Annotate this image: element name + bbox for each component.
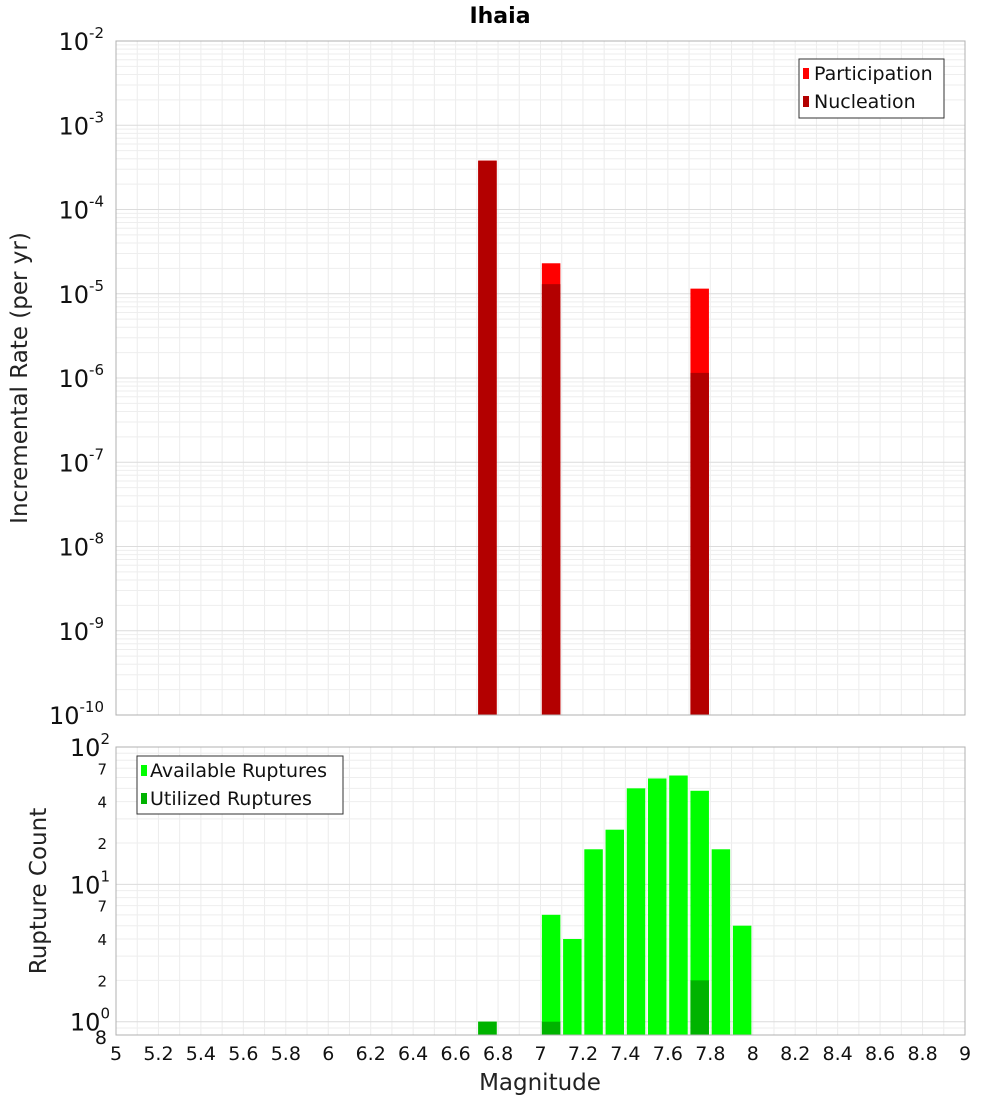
bottom-y-axis-label: Rupture Count <box>26 808 52 974</box>
top-legend: Participation Nucleation <box>798 58 945 119</box>
top-y-tick-label: 10-9 <box>58 614 104 646</box>
x-tick-label: 5 <box>110 1043 122 1065</box>
x-tick-label: 7.8 <box>695 1043 725 1065</box>
bar-available-ruptures <box>584 849 603 1035</box>
x-tick-label: 7.6 <box>653 1043 683 1065</box>
bar-available-ruptures <box>690 790 709 1035</box>
bottom-y-minor-tick-label: 7 <box>97 760 107 778</box>
legend-swatch-available-ruptures <box>141 765 147 776</box>
top-y-tick-exponent: -7 <box>89 445 104 463</box>
bottom-legend: Available Ruptures Utilized Ruptures <box>136 755 344 815</box>
x-tick-label: 8.2 <box>780 1043 810 1065</box>
top-y-tick-exponent: -9 <box>89 614 104 632</box>
legend-swatch-participation <box>803 68 809 79</box>
bottom-y-tick-exponent: 2 <box>100 730 110 748</box>
bar-available-ruptures <box>541 914 561 1035</box>
bottom-legend-box <box>136 755 344 815</box>
bar-available-ruptures <box>647 778 667 1035</box>
bar-available-ruptures <box>711 849 731 1035</box>
x-tick-label: 5.6 <box>228 1043 258 1065</box>
legend-label-available-ruptures: Available Ruptures <box>150 760 327 782</box>
bar-available-ruptures <box>605 829 625 1035</box>
legend-swatch-nucleation <box>803 96 809 107</box>
x-tick-label: 6.6 <box>440 1043 470 1065</box>
bar-available-ruptures <box>626 788 646 1035</box>
top-y-tick-label: 10-8 <box>58 530 104 562</box>
top-y-tick-label: 10-4 <box>58 193 104 225</box>
x-tick-label: 5.2 <box>143 1043 173 1065</box>
top-y-tick-exponent: -6 <box>89 361 104 379</box>
top-y-tick-label: 10-7 <box>58 445 104 477</box>
bottom-y-minor-tick-label: 7 <box>97 898 107 916</box>
legend-swatch-utilized-ruptures <box>141 793 147 804</box>
x-tick-label: 6.8 <box>483 1043 513 1065</box>
bottom-y-minor-tick-label: 4 <box>97 931 107 949</box>
x-tick-label: 6.2 <box>356 1043 386 1065</box>
top-y-tick-label: 10-5 <box>58 277 104 309</box>
x-tick-label: 8.6 <box>865 1043 895 1065</box>
bottom-y-minor-tick-label: 4 <box>97 794 107 812</box>
x-tick-label: 8.8 <box>907 1043 937 1065</box>
top-y-tick-exponent: -10 <box>80 698 105 716</box>
legend-label-nucleation: Nucleation <box>814 91 916 113</box>
top-plot-frame <box>115 40 966 716</box>
x-tick-label: 8 <box>747 1043 759 1065</box>
legend-label-participation: Participation <box>814 63 933 85</box>
x-tick-label: 8.4 <box>823 1043 853 1065</box>
x-tick-label: 5.8 <box>271 1043 301 1065</box>
top-plot-gridlines <box>115 41 966 716</box>
x-tick-label: 7.4 <box>610 1043 640 1065</box>
x-tick-label: 6 <box>322 1043 334 1065</box>
top-legend-box <box>798 58 945 119</box>
bar-available-ruptures <box>563 939 582 1035</box>
bottom-y-tick-exponent: 0 <box>100 1005 110 1023</box>
top-y-tick-labels: 10-10 10-9 10-8 10-7 10-6 10-5 10-4 10-3 10-2 <box>49 24 104 730</box>
top-y-tick-exponent: -4 <box>89 193 104 211</box>
top-y-tick-label: 10-2 <box>58 24 104 56</box>
x-tick-label: 6.4 <box>398 1043 428 1065</box>
chart-title: Ihaia <box>469 4 530 29</box>
legend-label-utilized-ruptures: Utilized Ruptures <box>150 788 312 810</box>
top-y-tick-exponent: -8 <box>89 530 104 548</box>
bar-available-ruptures <box>732 925 752 1035</box>
top-y-tick-exponent: -3 <box>89 108 104 126</box>
x-tick-label: 5.4 <box>186 1043 216 1065</box>
x-axis-label: Magnitude <box>479 1070 601 1096</box>
x-tick-label: 7 <box>534 1043 546 1065</box>
bottom-plot-bars <box>478 775 752 1035</box>
top-y-tick-exponent: -2 <box>89 24 104 42</box>
bottom-plot-frame <box>115 746 966 1036</box>
bar-utilized-ruptures <box>478 1021 497 1035</box>
bar-nucleation <box>541 284 561 715</box>
x-tick-label: 7.2 <box>568 1043 598 1065</box>
top-y-axis-label: Incremental Rate (per yr) <box>7 232 33 524</box>
bottom-y-tick-exponent: 1 <box>100 867 110 885</box>
bar-utilized-ruptures <box>541 1021 561 1035</box>
top-y-tick-label: 10-6 <box>58 361 104 393</box>
bottom-y-major-tick-label: 102 <box>70 730 110 762</box>
x-tick-labels: 5 5.2 5.4 5.6 5.8 6 6.2 6.4 6.6 6.8 7 7.2 7.4 7.6 7.8 8… <box>110 1043 971 1065</box>
bottom-y-major-tick-label: 101 <box>70 867 110 899</box>
x-tick-label: 9 <box>959 1043 971 1065</box>
bar-nucleation <box>690 372 709 715</box>
bottom-y-minor-tick-label: 2 <box>97 835 107 853</box>
bar-nucleation <box>478 160 497 716</box>
top-y-tick-exponent: -5 <box>89 277 104 295</box>
bottom-y-minor-tick-label: 2 <box>97 972 107 990</box>
top-y-tick-label: 10-10 <box>49 698 104 730</box>
bar-utilized-ruptures <box>690 980 709 1035</box>
bottom-y-minor-tick-label: 8 <box>95 1027 107 1049</box>
top-plot-bars <box>478 160 709 716</box>
top-y-tick-label: 10-3 <box>58 108 104 140</box>
bar-available-ruptures <box>669 775 688 1035</box>
